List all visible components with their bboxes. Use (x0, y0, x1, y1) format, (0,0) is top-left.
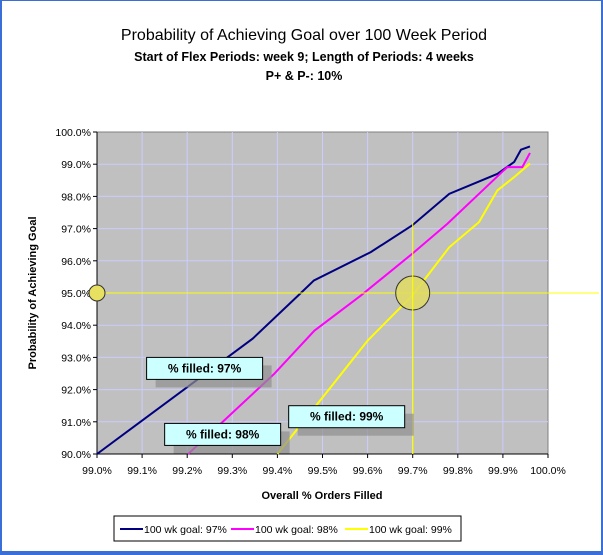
x-tick-label: 99.7% (398, 465, 428, 477)
y-axis-label: Probability of Achieving Goal (27, 216, 39, 369)
y-tick-label: 90.0% (61, 449, 91, 461)
x-axis-label: Overall % Orders Filled (261, 490, 382, 502)
y-tick-label: 98.0% (61, 191, 91, 203)
x-tick-label: 99.1% (127, 465, 157, 477)
annotation-label: % filled: 98% (186, 427, 260, 441)
y-tick-label: 92.0% (61, 385, 91, 397)
y-tick-label: 95.0% (61, 288, 91, 300)
x-tick-label: 99.9% (488, 465, 518, 477)
x-tick-label: 99.5% (308, 465, 338, 477)
chart-subtitle-2: P+ & P-: 10% (266, 69, 343, 83)
y-tick-label: 91.0% (61, 417, 91, 429)
legend-label-1: 100 wk goal: 97% (144, 524, 227, 536)
legend-label-3: 100 wk goal: 99% (369, 524, 452, 536)
x-tick-label: 99.6% (353, 465, 383, 477)
y-tick-label: 96.0% (61, 256, 91, 268)
y-tick-label: 100.0% (55, 127, 91, 139)
x-tick-label: 100.0% (530, 465, 566, 477)
annotation-label: % filled: 97% (168, 361, 242, 375)
y-tick-label: 97.0% (61, 224, 91, 236)
x-tick-label: 99.4% (263, 465, 293, 477)
annotation-box (146, 356, 264, 380)
chart-subtitle: Start of Flex Periods: week 9; Length of… (134, 50, 474, 64)
annotation-label: % filled: 99% (310, 410, 384, 424)
annotation-box (288, 405, 406, 429)
marker-small (88, 284, 106, 302)
legend: 100 wk goal: 97% 100 wk goal: 98% 100 wk g… (113, 515, 462, 542)
y-tick-label: 93.0% (61, 352, 91, 364)
y-tick-label: 99.0% (61, 159, 91, 171)
series-line-3 (276, 162, 531, 455)
x-tick-label: 99.8% (443, 465, 473, 477)
x-tick-label: 99.3% (217, 465, 247, 477)
series-line-2 (187, 152, 531, 455)
chart-title: Probability of Achieving Goal over 100 W… (121, 27, 487, 44)
y-tick-label: 94.0% (61, 320, 91, 332)
annotation-box (164, 422, 282, 446)
x-tick-label: 99.0% (82, 465, 112, 477)
x-tick-label: 99.2% (172, 465, 202, 477)
legend-label-2: 100 wk goal: 98% (255, 524, 338, 536)
